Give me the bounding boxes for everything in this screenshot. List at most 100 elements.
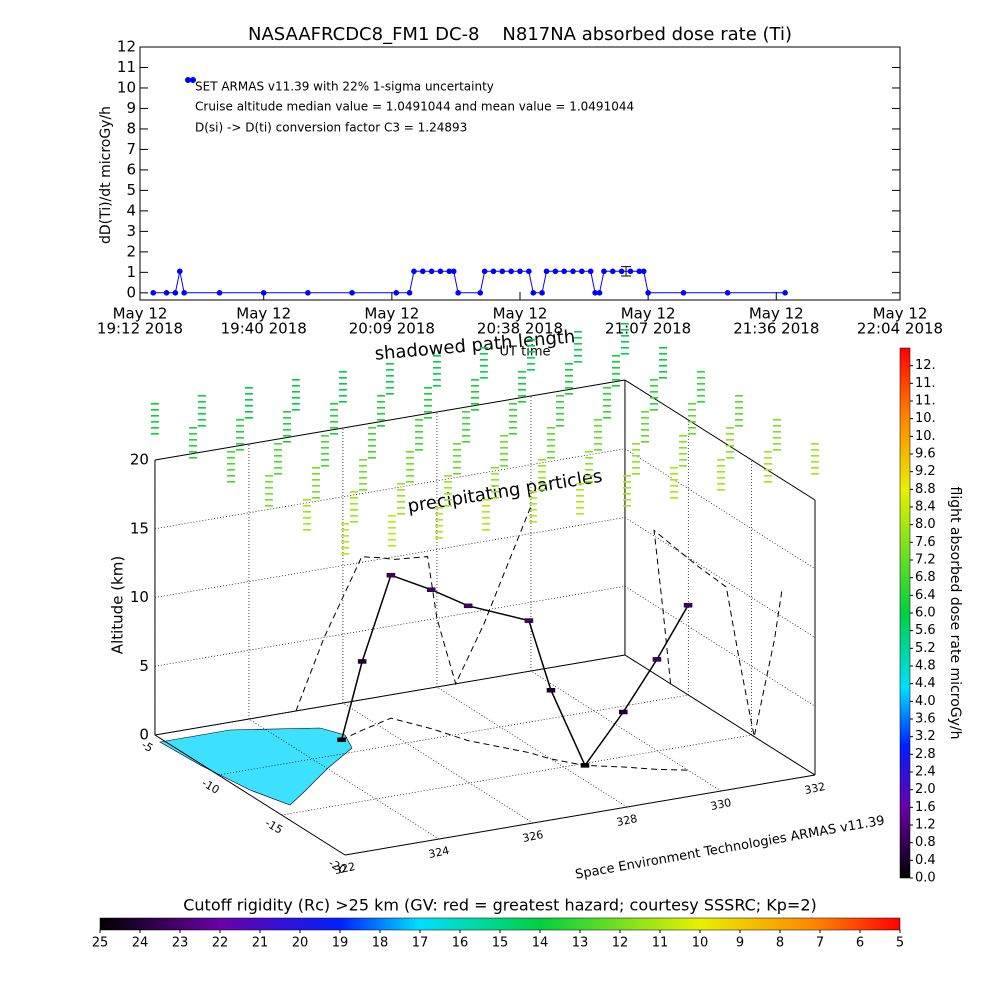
y-tick-label: 4 xyxy=(126,201,136,219)
rigidity-mark xyxy=(565,363,573,395)
x-tick-label: 324 xyxy=(427,844,450,861)
data-point xyxy=(561,268,567,275)
annotation: Cruise altitude median value = 1.0491044… xyxy=(195,100,634,114)
data-point xyxy=(181,290,187,296)
data-point xyxy=(455,290,461,296)
data-point xyxy=(477,290,484,296)
data-point xyxy=(530,290,537,296)
colorbar-tick-label: 6.4 xyxy=(915,588,936,603)
grid-line xyxy=(624,585,816,707)
y-tick-label: 12 xyxy=(117,38,136,56)
box-edge xyxy=(154,734,346,856)
data-point xyxy=(596,290,603,296)
rigidity-mark xyxy=(368,427,376,459)
track-point xyxy=(357,659,367,664)
rigidity-mark xyxy=(547,427,555,459)
rigidity-mark xyxy=(585,451,593,483)
error-bar xyxy=(621,266,632,277)
colorbar-tick-label: 5 xyxy=(896,936,904,951)
grid-line xyxy=(342,702,534,824)
colorbar xyxy=(899,347,911,879)
box-edge xyxy=(624,379,816,501)
rigidity-mark xyxy=(377,395,385,427)
colorbar-tick-label: 3.2 xyxy=(915,729,936,744)
track-point xyxy=(683,602,693,608)
colorbar-tick-label: 11. xyxy=(915,394,936,409)
rigidity-mark xyxy=(330,403,338,435)
data-point xyxy=(539,290,545,296)
colorbar-tick-label: 20 xyxy=(292,936,309,951)
data-point xyxy=(446,268,453,275)
data-point xyxy=(428,268,435,275)
colorbar-tick-label: 6 xyxy=(856,936,864,951)
colorbar-tick-label: 8.0 xyxy=(915,517,936,532)
colorbar-tick-label: 12 xyxy=(612,936,629,951)
data-point xyxy=(724,290,731,296)
z-tick-label: 0 xyxy=(139,726,149,744)
rigidity-mark xyxy=(444,475,452,507)
rigidity-mark xyxy=(518,371,526,403)
grid-line xyxy=(624,448,816,570)
colorbar-tick-label: 21 xyxy=(252,936,269,951)
y-tick-label: 5 xyxy=(126,181,136,199)
colorbar-tick-label: 9.2 xyxy=(915,464,936,479)
x-tick-label: May 12 xyxy=(113,305,168,323)
colorbar-tick-label: 8.4 xyxy=(915,500,936,515)
colorbar-tick-label: 0.4 xyxy=(915,853,936,868)
colorbar-tick-label: 10 xyxy=(692,936,709,951)
data-point xyxy=(437,268,444,275)
rigidity-mark xyxy=(397,483,405,515)
rigidity-mark xyxy=(574,331,582,363)
data-point xyxy=(587,268,594,275)
box-edge xyxy=(344,774,816,856)
chart-title: NASAAFRCDC8_FM1 DC-8 N817NA absorbed dos… xyxy=(248,24,792,45)
data-point xyxy=(592,290,598,296)
y-tick-label: 7 xyxy=(126,140,136,158)
rigidity-mark xyxy=(283,411,291,443)
grid-line xyxy=(154,585,626,667)
colorbar-tick-label: 2.8 xyxy=(915,747,936,762)
data-point xyxy=(216,290,223,296)
legend-marker xyxy=(185,77,191,83)
annotation: precipitating particles xyxy=(406,466,604,518)
rigidity-mark xyxy=(406,451,414,483)
x-tick-label: 20:09 2018 xyxy=(349,320,435,338)
z-tick-label: 5 xyxy=(139,657,149,675)
colorbar-tick-label: 2.0 xyxy=(915,782,936,797)
y-tick-label: 3 xyxy=(126,222,136,240)
rigidity-mark xyxy=(236,419,244,451)
y-tick-label: 1 xyxy=(126,263,136,281)
data-point xyxy=(490,268,497,275)
track-point xyxy=(580,763,590,768)
data-point xyxy=(627,268,634,275)
colorbar-tick-label: 11 xyxy=(652,936,669,951)
x-tick-label: 328 xyxy=(615,812,638,829)
rigidity-mark xyxy=(359,459,367,491)
rigidity-mark xyxy=(244,387,253,419)
data-point xyxy=(526,268,532,275)
data-point xyxy=(499,268,506,275)
colorbar-tick-label: 6.0 xyxy=(915,606,936,621)
rigidity-mark xyxy=(321,435,329,467)
rigidity-mark xyxy=(594,419,602,451)
colorbar-tick-label: 19 xyxy=(332,936,349,951)
colorbar-tick-label: 11. xyxy=(915,376,936,391)
rigidity-mark xyxy=(576,483,584,515)
colorbar-tick-label: 7.2 xyxy=(915,553,936,568)
x-tick-label: 20:38 2018 xyxy=(477,320,563,338)
y-tick-label: 8 xyxy=(126,119,136,137)
x-tick-label: 21:36 2018 xyxy=(733,320,819,338)
colorbar-tick-label: 23 xyxy=(172,936,189,951)
colorbar-tick-label: 6.8 xyxy=(915,570,936,585)
colorbar-tick-label: 1.2 xyxy=(915,818,936,833)
colorbar-title: Cutoff rigidity (Rc) >25 km (GV: red = g… xyxy=(183,896,817,915)
y-tick-label: 0 xyxy=(126,283,136,301)
colorbar-tick-label: 18 xyxy=(372,936,389,951)
colorbar-tick-label: 1.6 xyxy=(915,800,936,815)
track-point xyxy=(386,572,396,578)
x-tick-label: May 12 xyxy=(493,305,548,323)
colorbar-tick-label: 8.8 xyxy=(915,482,936,497)
data-point xyxy=(481,268,488,275)
colorbar-tick-label: 10. xyxy=(915,429,936,444)
